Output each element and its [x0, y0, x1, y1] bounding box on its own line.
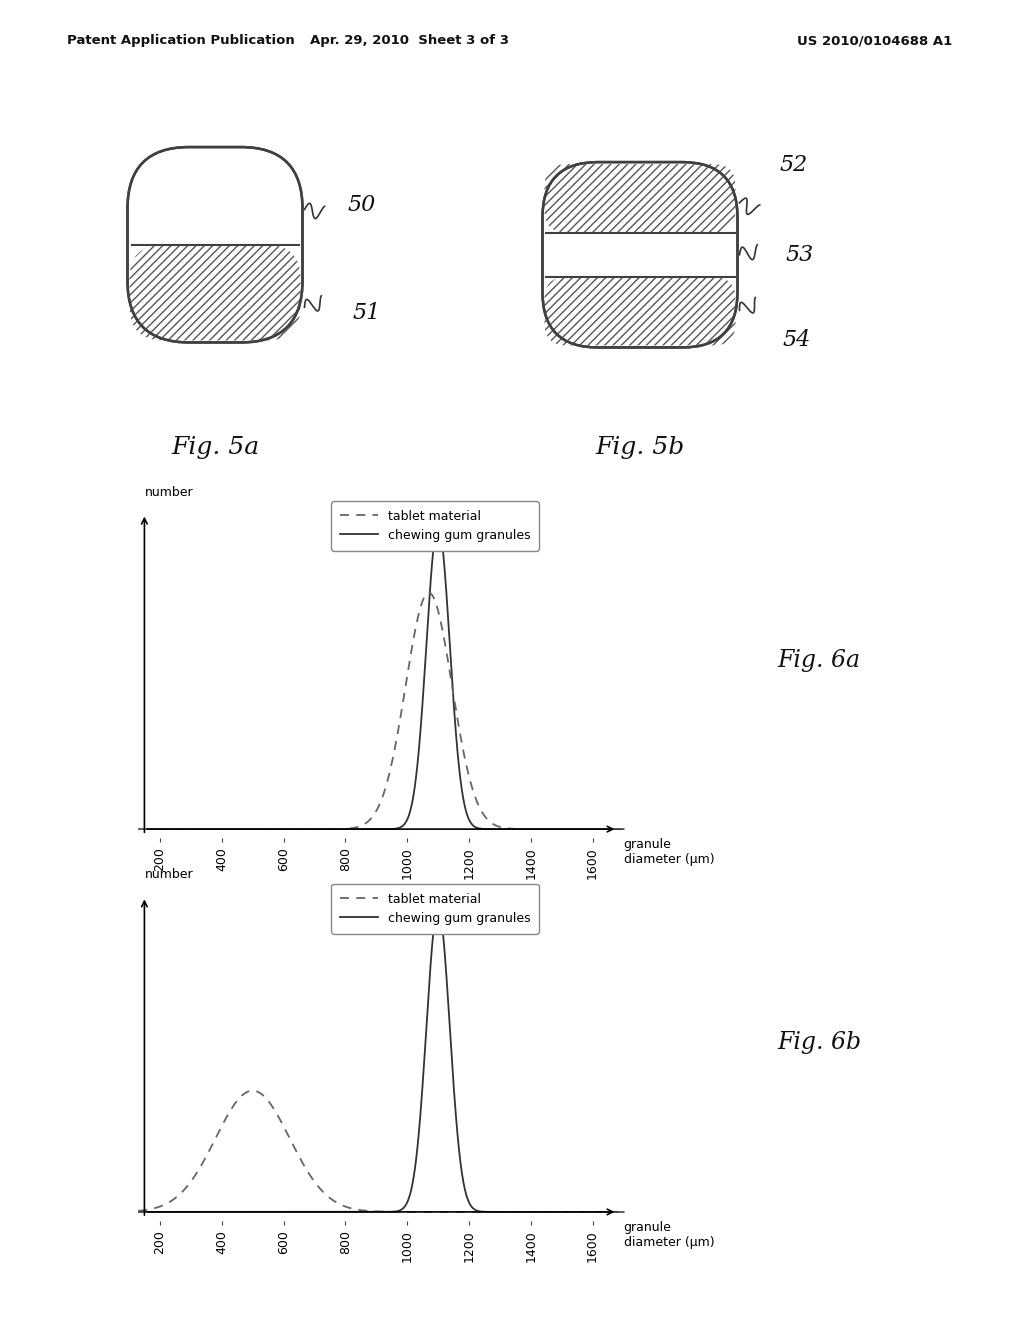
Text: Apr. 29, 2010  Sheet 3 of 3: Apr. 29, 2010 Sheet 3 of 3: [310, 34, 509, 48]
Text: granule
diameter (μm): granule diameter (μm): [624, 1221, 714, 1249]
Text: 50: 50: [347, 194, 376, 215]
Text: 54: 54: [782, 330, 811, 351]
Text: Fig. 5b: Fig. 5b: [595, 436, 685, 458]
Text: 53: 53: [785, 244, 814, 265]
Text: Fig. 6b: Fig. 6b: [777, 1031, 861, 1055]
Text: granule
diameter (μm): granule diameter (μm): [624, 838, 714, 866]
Legend: tablet material, chewing gum granules: tablet material, chewing gum granules: [332, 884, 539, 933]
Text: Fig. 5a: Fig. 5a: [171, 436, 259, 458]
FancyBboxPatch shape: [543, 162, 737, 347]
Text: Patent Application Publication: Patent Application Publication: [67, 34, 294, 48]
Text: number: number: [144, 869, 194, 882]
Text: Fig. 6a: Fig. 6a: [777, 648, 861, 672]
Text: 52: 52: [779, 154, 808, 176]
Text: US 2010/0104688 A1: US 2010/0104688 A1: [797, 34, 952, 48]
FancyBboxPatch shape: [128, 147, 302, 342]
Text: 51: 51: [352, 302, 381, 325]
Legend: tablet material, chewing gum granules: tablet material, chewing gum granules: [332, 502, 539, 550]
Text: number: number: [144, 486, 194, 499]
